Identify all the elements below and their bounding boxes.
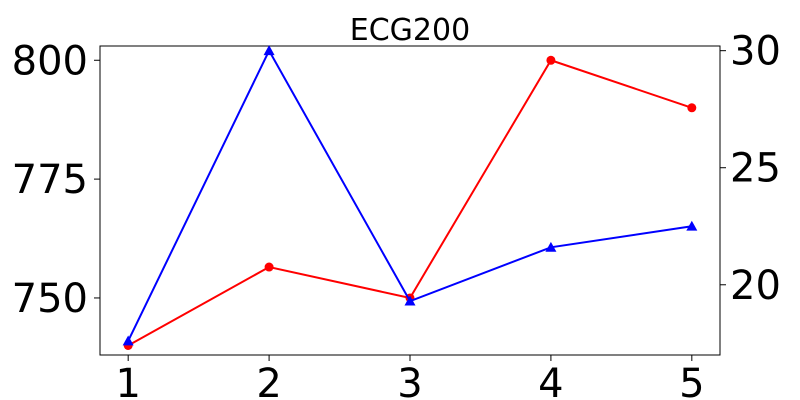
series-point bbox=[264, 262, 274, 272]
x-tick-label: 3 bbox=[397, 361, 422, 400]
right-y-tick-label: 25 bbox=[730, 146, 781, 192]
series-point bbox=[546, 55, 556, 65]
series-point bbox=[545, 241, 557, 252]
x-tick-label: 2 bbox=[256, 361, 281, 400]
series-point bbox=[687, 103, 697, 113]
axes: 1 2 3 4 5 750 775 800 20 25 30 bbox=[12, 29, 781, 400]
right-y-tick-label: 20 bbox=[730, 263, 781, 309]
x-tick-label: 1 bbox=[115, 361, 140, 400]
x-tick-label: 5 bbox=[679, 361, 704, 400]
left-y-tick-label: 750 bbox=[12, 276, 88, 322]
right-y-tick-label: 30 bbox=[730, 29, 781, 75]
series-point bbox=[122, 335, 134, 346]
left-y-tick-label: 775 bbox=[12, 157, 88, 203]
series-point bbox=[404, 295, 416, 306]
series-point bbox=[686, 220, 698, 231]
chart-title: ECG200 bbox=[350, 13, 470, 48]
series-layer bbox=[122, 45, 698, 350]
series-point bbox=[263, 45, 275, 56]
left-y-tick-label: 800 bbox=[12, 38, 88, 84]
x-tick-label: 4 bbox=[538, 361, 563, 400]
